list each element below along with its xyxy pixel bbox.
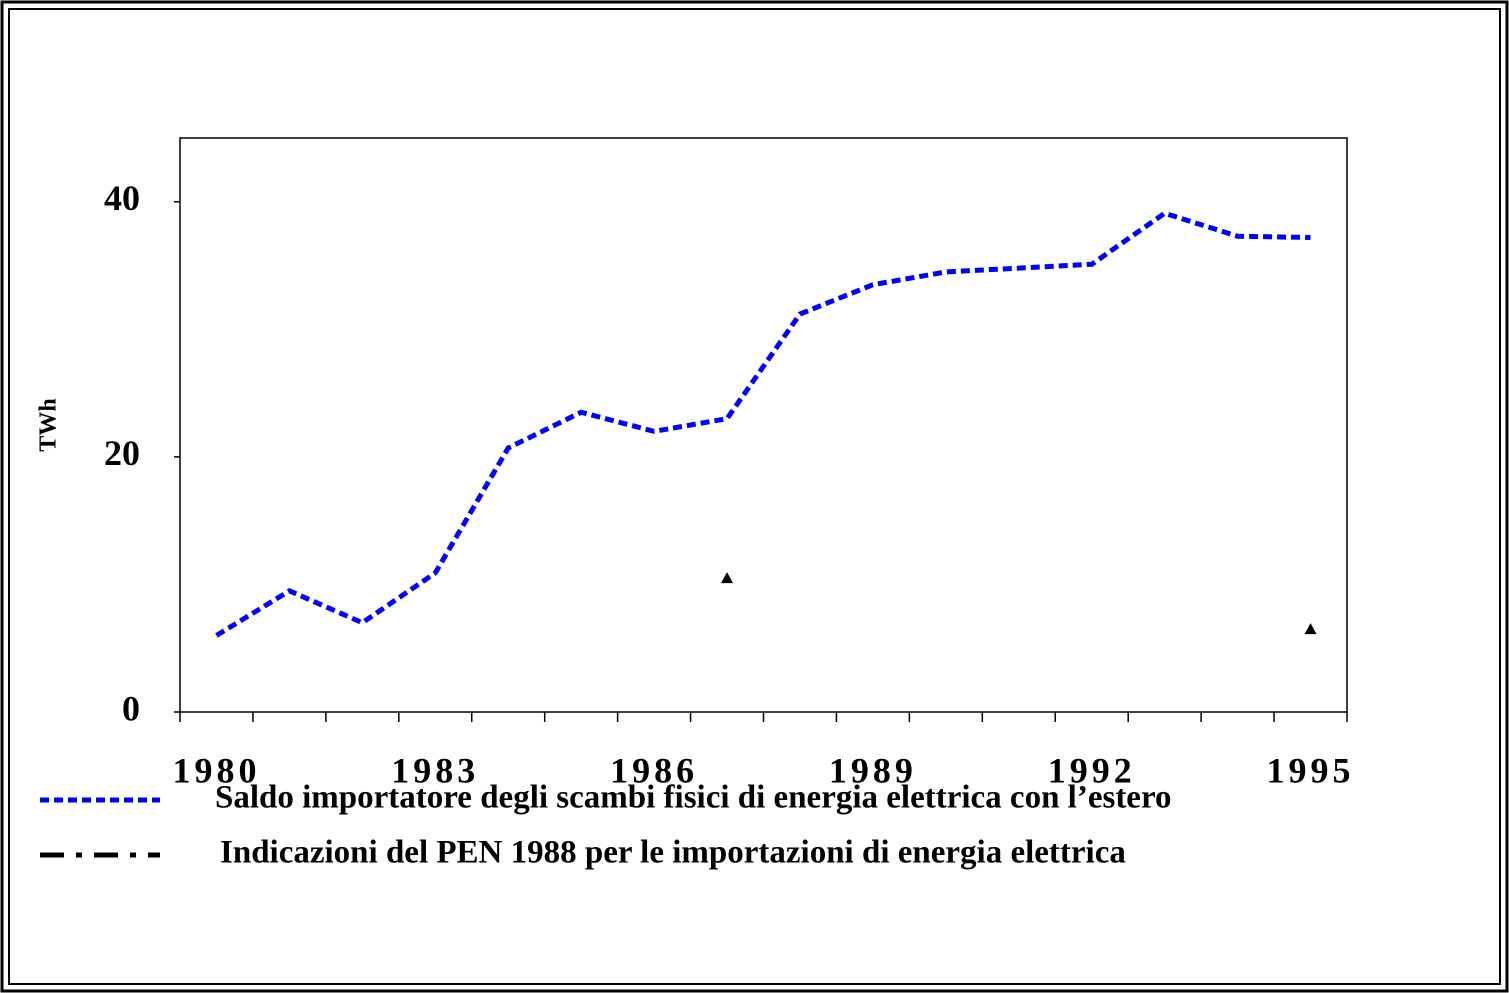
x-tick-label: 1986: [610, 750, 698, 790]
inner-frame: [8, 8, 1501, 985]
series-line: [215, 210, 1311, 638]
y-tick-label: 40: [104, 178, 140, 218]
x-tick-label: 1992: [1048, 750, 1136, 790]
y-tick-label: 20: [104, 433, 140, 473]
legend-label: Saldo importatore degli scambi fisici di…: [215, 780, 1172, 816]
legend-label: Indicazioni del PEN 1988 per le importaz…: [220, 835, 1126, 871]
y-tick-label: 0: [122, 688, 140, 728]
marker: [721, 572, 734, 584]
y-axis-label: TWh: [36, 398, 62, 451]
plot-area: [179, 137, 1348, 713]
x-tick-label: 1980: [172, 750, 260, 790]
x-tick-label: 1983: [391, 750, 479, 790]
x-tick-label: 1995: [1267, 750, 1355, 790]
x-tick-label: 1989: [829, 750, 917, 790]
marker: [1304, 623, 1317, 635]
